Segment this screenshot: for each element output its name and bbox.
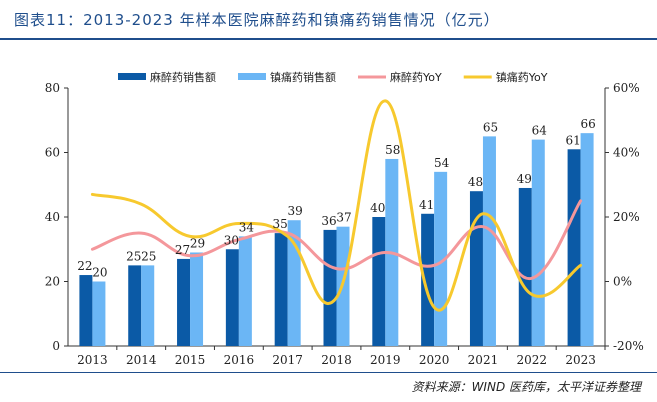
x-tick-label: 2015 bbox=[175, 353, 206, 367]
title-bar: 图表11：2013-2023 年样本医院麻醉药和镇痛药销售情况（亿元） bbox=[0, 0, 657, 40]
yoy-line bbox=[90, 99, 583, 312]
left-tick-label: 60 bbox=[45, 146, 60, 160]
bar-data-label: 36 bbox=[321, 214, 336, 228]
left-tick-label: 80 bbox=[45, 81, 60, 95]
bar bbox=[580, 133, 594, 346]
x-tick-label: 2016 bbox=[224, 353, 255, 367]
source-note: 资料来源：WIND 医药库，太平洋证券整理 bbox=[411, 380, 641, 394]
bar bbox=[128, 265, 142, 346]
right-tick-label: -20% bbox=[613, 339, 644, 353]
bar bbox=[177, 258, 191, 346]
bar bbox=[190, 252, 204, 346]
source-divider bbox=[0, 372, 657, 373]
bar bbox=[92, 281, 106, 346]
bar-data-label: 20 bbox=[92, 266, 107, 280]
bar-data-label: 22 bbox=[77, 259, 92, 273]
yoy-line bbox=[90, 199, 583, 280]
bars bbox=[79, 133, 594, 346]
bar-data-label: 41 bbox=[419, 198, 434, 212]
x-tick-label: 2023 bbox=[565, 353, 596, 367]
bar-data-label: 30 bbox=[224, 233, 239, 247]
x-tick-label: 2022 bbox=[516, 353, 547, 367]
bar bbox=[434, 171, 448, 346]
x-tick-label: 2018 bbox=[321, 353, 352, 367]
yoy-lines bbox=[90, 99, 583, 312]
legend-swatch bbox=[118, 73, 146, 80]
axes: 0 20 40 60 80 -20% 0% 20% 40% 60% 2013 2014 2015 2016… bbox=[45, 81, 644, 367]
right-tick-label: 60% bbox=[613, 81, 640, 95]
bar-data-label: 37 bbox=[336, 211, 351, 225]
x-tick-label: 2020 bbox=[419, 353, 450, 367]
left-tick-label: 40 bbox=[45, 210, 60, 224]
right-tick-label: 0% bbox=[613, 275, 632, 289]
right-tick-label: 20% bbox=[613, 210, 640, 224]
bar-data-label: 39 bbox=[288, 204, 303, 218]
x-tick-label: 2021 bbox=[468, 353, 499, 367]
bar bbox=[482, 136, 496, 346]
bar-data-label: 58 bbox=[385, 143, 400, 157]
data-labels: 22 25 27 30 35 36 40 41 48 49 61 20 25 29 34 39 37 58 54 65… bbox=[77, 117, 595, 279]
legend-label: 麻醉药YoY bbox=[390, 70, 442, 84]
legend-label: 镇痛药YoY bbox=[496, 70, 548, 84]
bar bbox=[141, 265, 155, 346]
bar-data-label: 25 bbox=[126, 249, 141, 263]
bar-data-label: 25 bbox=[141, 249, 156, 263]
bar bbox=[323, 229, 337, 346]
bar-data-label: 34 bbox=[239, 220, 255, 234]
bar-data-label: 49 bbox=[517, 172, 532, 186]
x-tick-label: 2017 bbox=[272, 353, 303, 367]
bar-data-label: 65 bbox=[483, 120, 498, 134]
x-tick-label: 2013 bbox=[77, 353, 108, 367]
bar-data-label: 35 bbox=[273, 217, 288, 231]
bar-data-label: 66 bbox=[580, 117, 595, 131]
bar-data-label: 61 bbox=[565, 133, 580, 147]
left-tick-label: 0 bbox=[52, 339, 60, 353]
bar bbox=[274, 233, 288, 346]
bar bbox=[372, 217, 386, 346]
bar-data-label: 48 bbox=[468, 175, 483, 189]
bar-data-label: 54 bbox=[434, 156, 450, 170]
chart-title: 图表11：2013-2023 年样本医院麻醉药和镇痛药销售情况（亿元） bbox=[14, 11, 500, 29]
bar bbox=[421, 213, 435, 346]
bar-data-label: 64 bbox=[532, 124, 548, 138]
bar bbox=[79, 275, 93, 346]
x-tick-label: 2014 bbox=[126, 353, 157, 367]
bar bbox=[567, 149, 581, 346]
bar bbox=[518, 187, 532, 346]
bar-data-label: 29 bbox=[190, 236, 205, 250]
bar bbox=[531, 139, 545, 346]
legend: 麻醉药销售额 镇痛药销售额 麻醉药YoY 镇痛药YoY bbox=[118, 70, 548, 84]
bar-data-label: 27 bbox=[175, 243, 190, 257]
legend-label: 镇痛药销售额 bbox=[270, 70, 336, 84]
bar bbox=[238, 236, 252, 346]
bar-data-label: 40 bbox=[370, 201, 385, 215]
legend-label: 麻醉药销售额 bbox=[150, 70, 216, 84]
legend-swatch bbox=[238, 73, 266, 80]
left-tick-label: 20 bbox=[45, 275, 60, 289]
chart: 0 20 40 60 80 -20% 0% 20% 40% 60% 2013 2014 2015 2016… bbox=[45, 70, 644, 367]
bar bbox=[225, 249, 239, 346]
right-tick-label: 40% bbox=[613, 146, 640, 160]
x-tick-label: 2019 bbox=[370, 353, 401, 367]
